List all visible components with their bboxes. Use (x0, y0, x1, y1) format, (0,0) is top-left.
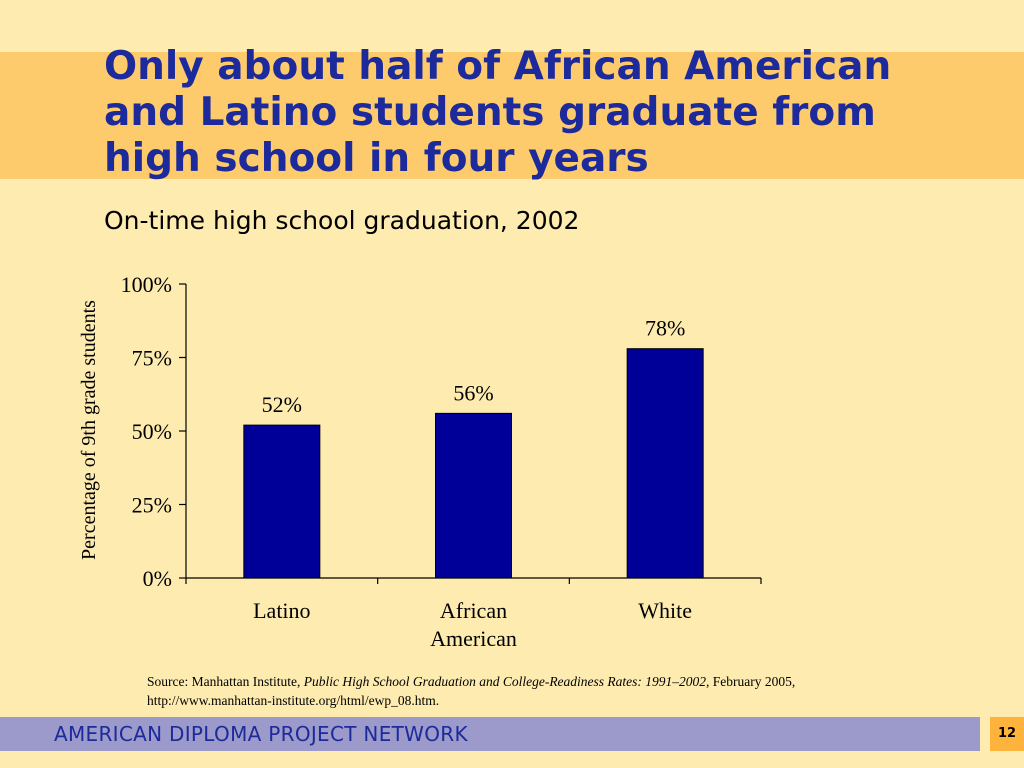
data-label: 56% (453, 380, 493, 405)
source-suffix: , February 2005, (706, 674, 796, 689)
chart-subtitle: On-time high school graduation, 2002 (104, 206, 580, 235)
bar (435, 412, 512, 579)
y-tick-label: 25% (132, 493, 172, 518)
x-category-label: White (638, 598, 692, 623)
y-tick-label: 75% (132, 346, 172, 371)
slide-title: Only about half of African American and … (104, 44, 892, 181)
data-label: 52% (262, 392, 302, 417)
x-category-label: Latino (253, 598, 310, 623)
y-tick-label: 100% (121, 272, 172, 297)
y-axis-title: Percentage of 9th grade students (78, 300, 100, 560)
footer-network-name: AMERICAN DIPLOMA PROJECT NETWORK (54, 722, 468, 746)
source-prefix: Source: Manhattan Institute, (147, 674, 304, 689)
source-title: Public High School Graduation and Colleg… (303, 674, 707, 689)
bar (626, 348, 704, 579)
source-citation: Source: Manhattan Institute, Public High… (147, 672, 947, 710)
page-number-badge: 12 (990, 717, 1024, 751)
x-category-label: American (430, 626, 517, 651)
data-label: 78% (645, 316, 685, 341)
bar (243, 424, 321, 579)
footer-band: AMERICAN DIPLOMA PROJECT NETWORK (0, 717, 980, 751)
x-category-label: African (440, 598, 507, 623)
y-tick-label: 0% (143, 566, 172, 591)
title-band (0, 52, 1024, 179)
source-url: http://www.manhattan-institute.org/html/… (147, 693, 440, 708)
y-tick-label: 50% (132, 419, 172, 444)
bar-chart: 0% 25% 50% 75% 100% 52% Latino 56% African Americ… (78, 272, 762, 651)
